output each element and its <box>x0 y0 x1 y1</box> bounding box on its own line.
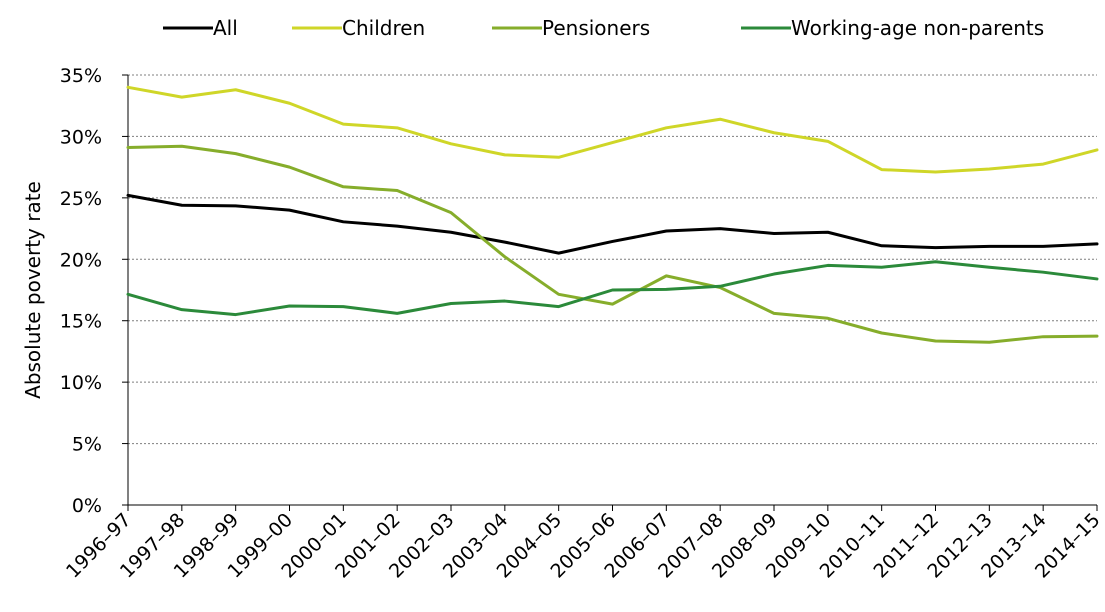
y-tick-label: 20% <box>60 249 102 271</box>
series-line-pensioners <box>126 144 1099 344</box>
y-tick-label: 25% <box>60 188 102 210</box>
y-tick-label: 15% <box>60 311 102 333</box>
y-tick-label: 0% <box>72 495 102 517</box>
legend-label: Pensioners <box>542 16 650 40</box>
series-line-working-age-non-parents <box>126 260 1099 317</box>
y-axis-title: Absolute poverty rate <box>21 181 45 399</box>
y-axis-ticks: 0% 5% 10% 15% 20% 25% 30% 35% <box>60 65 102 517</box>
legend-label: Working-age non-parents <box>791 16 1044 40</box>
y-tick-label: 10% <box>60 372 102 394</box>
series-line-children <box>126 85 1099 174</box>
gridlines <box>128 74 1097 445</box>
series-lines <box>126 85 1099 344</box>
series-line-all <box>126 193 1099 255</box>
y-axis-title-group: Absolute poverty rate <box>21 181 45 399</box>
y-tick-label: 35% <box>60 65 102 87</box>
legend-label: Children <box>342 16 425 40</box>
y-tick-label: 5% <box>72 434 102 456</box>
x-axis-ticks: 1996–971997–981998–991999–002000–012001–… <box>62 509 1105 583</box>
axes <box>122 74 1098 511</box>
legend: All Children Pensioners Working-age non-par… <box>163 16 1044 40</box>
legend-label: All <box>213 16 238 40</box>
y-tick-label: 30% <box>60 126 102 148</box>
